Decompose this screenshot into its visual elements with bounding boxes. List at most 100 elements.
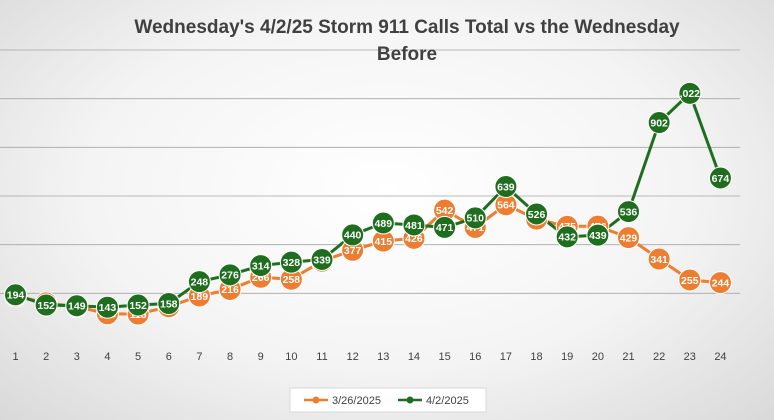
data-label: 152 bbox=[37, 300, 55, 312]
data-label: 674 bbox=[712, 173, 730, 185]
data-point: 328 bbox=[279, 250, 303, 274]
data-label: 902 bbox=[650, 117, 668, 129]
data-point: 158 bbox=[157, 292, 181, 316]
data-point: 244 bbox=[708, 271, 732, 295]
data-label: 526 bbox=[528, 209, 546, 221]
data-point: 674 bbox=[708, 166, 732, 190]
chart-title-line-1: Wednesday's 4/2/25 Storm 911 Calls Total… bbox=[134, 17, 680, 38]
x-tick-label: 4 bbox=[104, 351, 110, 363]
x-tick-label: 21 bbox=[622, 351, 634, 363]
series-line bbox=[15, 91, 722, 309]
x-tick-label: 6 bbox=[166, 351, 172, 363]
data-point-marker bbox=[708, 271, 732, 295]
x-tick-label: 12 bbox=[347, 351, 359, 363]
data-label: 276 bbox=[221, 270, 239, 282]
data-point-marker bbox=[586, 223, 610, 247]
x-tick-label: 9 bbox=[258, 351, 264, 363]
x-tick-label: 17 bbox=[500, 351, 512, 363]
x-tick-label: 5 bbox=[135, 351, 141, 363]
data-label: 426 bbox=[405, 233, 423, 245]
x-tick-label: 13 bbox=[377, 351, 389, 363]
data-label: ,022 bbox=[680, 88, 701, 100]
x-tick-label: 2 bbox=[43, 351, 49, 363]
data-label: 471 bbox=[436, 222, 454, 234]
data-point: ,022 bbox=[678, 81, 702, 105]
data-point: 902 bbox=[647, 111, 671, 135]
data-point: 542 bbox=[433, 198, 457, 222]
x-tick-label: 24 bbox=[714, 351, 726, 363]
legend-item-series-1: 3/26/2025 bbox=[304, 395, 381, 407]
data-label: 189 bbox=[191, 291, 209, 303]
data-point: 440 bbox=[341, 223, 365, 247]
data-label: 415 bbox=[375, 236, 393, 248]
legend: 3/26/2025 4/2/2025 bbox=[289, 387, 487, 413]
data-point: 489 bbox=[371, 211, 395, 235]
data-point: 258 bbox=[279, 267, 303, 291]
data-point-marker bbox=[249, 254, 273, 278]
data-point-marker bbox=[617, 226, 640, 250]
data-label: 339 bbox=[313, 254, 331, 266]
data-label: 328 bbox=[283, 257, 301, 269]
data-point-marker bbox=[157, 292, 181, 316]
data-point: 471 bbox=[433, 215, 457, 239]
x-axis-ticks: 1 2 3 4 5 6 7 8 9 10 11 12 13 14 15 16 17 18 19 20 21 22 23 24 bbox=[12, 351, 726, 363]
x-tick-label: 18 bbox=[530, 351, 542, 363]
x-tick-label: 20 bbox=[592, 351, 604, 363]
legend-label: 3/26/2025 bbox=[332, 395, 381, 407]
data-point: 276 bbox=[218, 263, 242, 287]
x-tick-label: 22 bbox=[653, 351, 665, 363]
data-point: 314 bbox=[249, 254, 273, 278]
data-point: 526 bbox=[525, 202, 549, 226]
data-point: 149 bbox=[65, 294, 89, 318]
data-label: 194 bbox=[7, 290, 25, 302]
data-point: 248 bbox=[187, 270, 211, 294]
data-label: 439 bbox=[589, 230, 607, 242]
x-tick-label: 8 bbox=[227, 351, 233, 363]
data-point: 339 bbox=[310, 248, 334, 272]
data-point-marker bbox=[402, 213, 426, 237]
data-label: 481 bbox=[405, 220, 423, 232]
data-point-marker bbox=[463, 206, 487, 230]
data-point: 152 bbox=[34, 293, 58, 317]
x-tick-label: 3 bbox=[74, 351, 80, 363]
series-points: 1891611451161151451892162662583323774154… bbox=[4, 81, 732, 326]
data-label: 244 bbox=[712, 277, 730, 289]
data-point-marker bbox=[279, 250, 303, 274]
x-tick-label: 14 bbox=[408, 351, 420, 363]
x-tick-label: 7 bbox=[196, 351, 202, 363]
data-point-marker bbox=[647, 247, 671, 271]
data-point: 143 bbox=[95, 295, 119, 319]
data-label: 440 bbox=[344, 230, 362, 242]
data-point-marker bbox=[647, 111, 671, 135]
data-point-marker bbox=[433, 215, 457, 239]
data-label: 489 bbox=[375, 218, 393, 230]
data-point-marker bbox=[65, 294, 89, 318]
chart-title-line-2: Before bbox=[377, 44, 437, 65]
data-point: 341 bbox=[647, 247, 671, 271]
data-label: 432 bbox=[558, 232, 576, 244]
x-tick-label: 1 bbox=[12, 351, 18, 363]
x-tick-label: 23 bbox=[684, 351, 696, 363]
data-point-marker bbox=[678, 268, 702, 292]
legend-swatch-marker bbox=[406, 396, 414, 404]
data-point-marker bbox=[525, 202, 549, 226]
gridlines bbox=[0, 49, 740, 294]
x-tick-label: 15 bbox=[438, 351, 450, 363]
data-label: 152 bbox=[129, 300, 147, 312]
x-tick-label: 10 bbox=[285, 351, 297, 363]
data-label: 377 bbox=[344, 245, 362, 257]
data-point: 439 bbox=[586, 223, 610, 247]
data-label: 639 bbox=[497, 181, 515, 193]
data-label: 143 bbox=[99, 302, 117, 314]
data-label: 341 bbox=[650, 254, 668, 266]
data-point-marker bbox=[187, 270, 211, 294]
data-point-marker bbox=[310, 248, 334, 272]
data-point-marker bbox=[4, 283, 27, 307]
x-tick-label: 11 bbox=[316, 351, 327, 363]
data-label: 314 bbox=[252, 260, 270, 272]
data-label: 564 bbox=[497, 200, 515, 212]
data-label: 536 bbox=[620, 206, 638, 218]
legend-swatch-marker bbox=[312, 396, 320, 404]
data-label: 255 bbox=[681, 275, 699, 287]
data-point-marker bbox=[126, 293, 150, 317]
